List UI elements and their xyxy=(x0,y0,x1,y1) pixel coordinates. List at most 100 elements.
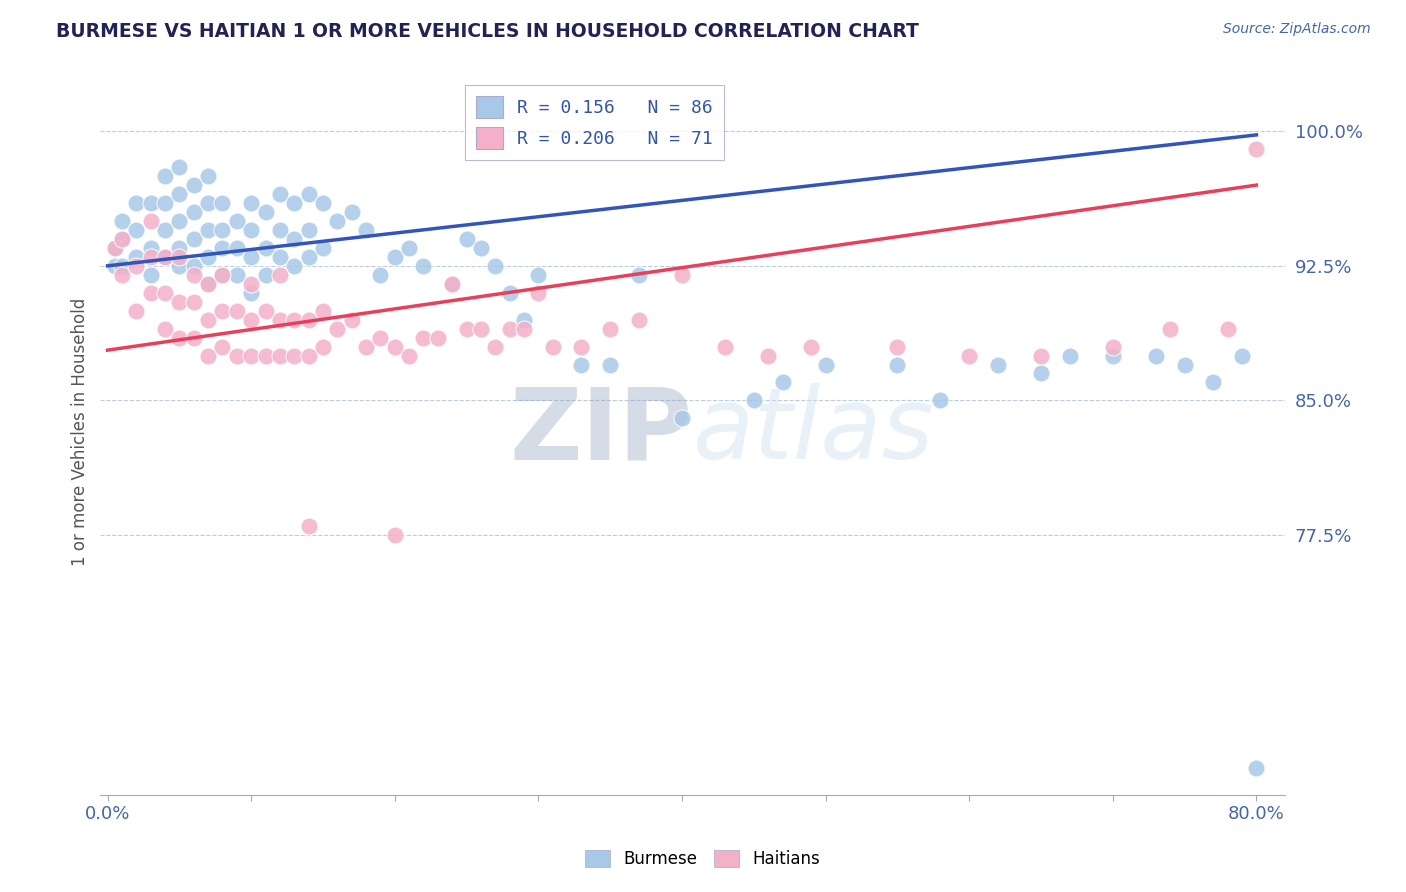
Point xyxy=(370,330,392,344)
Text: Source: ZipAtlas.com: Source: ZipAtlas.com xyxy=(1223,22,1371,37)
Point xyxy=(283,196,305,211)
Point xyxy=(513,312,536,326)
Point xyxy=(169,294,191,309)
Point xyxy=(398,241,420,255)
Point xyxy=(929,393,952,408)
Point xyxy=(104,241,127,255)
Point xyxy=(671,411,693,425)
Point xyxy=(1101,340,1123,354)
Point xyxy=(599,321,621,335)
Point xyxy=(211,268,233,282)
Point xyxy=(197,349,219,363)
Point xyxy=(599,358,621,372)
Point xyxy=(111,214,134,228)
Point xyxy=(211,268,233,282)
Point xyxy=(153,285,176,300)
Point xyxy=(441,277,464,291)
Point xyxy=(183,205,205,219)
Point xyxy=(742,393,765,408)
Point xyxy=(153,223,176,237)
Point xyxy=(240,349,263,363)
Point xyxy=(412,259,434,273)
Point xyxy=(441,277,464,291)
Point xyxy=(297,223,319,237)
Point xyxy=(197,277,219,291)
Point xyxy=(297,187,319,202)
Point xyxy=(183,259,205,273)
Point xyxy=(125,259,148,273)
Point xyxy=(354,223,377,237)
Point xyxy=(1029,349,1052,363)
Point xyxy=(169,214,191,228)
Point xyxy=(153,250,176,264)
Point xyxy=(225,268,247,282)
Point xyxy=(756,349,779,363)
Point xyxy=(183,178,205,193)
Point xyxy=(1246,761,1268,775)
Point xyxy=(254,241,277,255)
Text: atlas: atlas xyxy=(693,384,935,480)
Point xyxy=(111,268,134,282)
Point xyxy=(1202,376,1225,390)
Point xyxy=(139,196,162,211)
Point xyxy=(814,358,837,372)
Point xyxy=(169,259,191,273)
Point xyxy=(169,160,191,174)
Point xyxy=(211,196,233,211)
Point xyxy=(340,312,363,326)
Legend: R = 0.156   N = 86, R = 0.206   N = 71: R = 0.156 N = 86, R = 0.206 N = 71 xyxy=(465,85,724,160)
Point xyxy=(571,358,593,372)
Point xyxy=(197,312,219,326)
Point xyxy=(139,268,162,282)
Point xyxy=(312,241,335,255)
Point xyxy=(240,223,263,237)
Point xyxy=(139,241,162,255)
Point xyxy=(283,259,305,273)
Point xyxy=(125,303,148,318)
Point xyxy=(240,196,263,211)
Point xyxy=(183,294,205,309)
Point xyxy=(1144,349,1167,363)
Point xyxy=(384,528,406,542)
Point xyxy=(139,285,162,300)
Point xyxy=(125,196,148,211)
Legend: Burmese, Haitians: Burmese, Haitians xyxy=(579,843,827,875)
Point xyxy=(225,303,247,318)
Point xyxy=(197,169,219,183)
Point xyxy=(111,232,134,246)
Point xyxy=(384,250,406,264)
Point xyxy=(1101,349,1123,363)
Point xyxy=(326,321,349,335)
Point xyxy=(354,340,377,354)
Point xyxy=(240,312,263,326)
Point xyxy=(1029,367,1052,381)
Point xyxy=(470,241,492,255)
Point xyxy=(484,259,506,273)
Point xyxy=(211,223,233,237)
Point xyxy=(169,330,191,344)
Point xyxy=(527,268,550,282)
Point xyxy=(104,259,127,273)
Point xyxy=(1246,142,1268,156)
Point xyxy=(240,285,263,300)
Point xyxy=(225,349,247,363)
Point xyxy=(541,340,564,354)
Point xyxy=(312,303,335,318)
Point xyxy=(269,312,291,326)
Point xyxy=(125,250,148,264)
Point xyxy=(240,277,263,291)
Point xyxy=(498,321,520,335)
Point xyxy=(987,358,1010,372)
Point xyxy=(627,268,650,282)
Point xyxy=(498,285,520,300)
Point xyxy=(197,196,219,211)
Point xyxy=(297,519,319,533)
Point xyxy=(153,250,176,264)
Point xyxy=(1216,321,1239,335)
Point xyxy=(269,223,291,237)
Point xyxy=(412,330,434,344)
Point xyxy=(370,268,392,282)
Point xyxy=(484,340,506,354)
Y-axis label: 1 or more Vehicles in Household: 1 or more Vehicles in Household xyxy=(72,298,89,566)
Point xyxy=(426,330,449,344)
